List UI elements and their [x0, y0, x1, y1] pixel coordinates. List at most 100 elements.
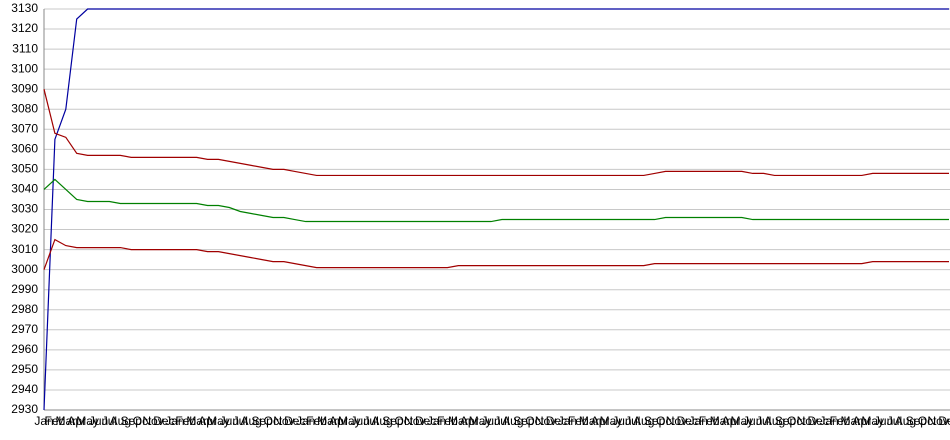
- x-tick-label: Oct: [264, 414, 283, 428]
- x-tick-label: Aug: [371, 414, 392, 428]
- x-tick-label: Sep: [251, 414, 273, 428]
- x-tick-label: Sep: [644, 414, 666, 428]
- x-tick-label: Jun: [89, 414, 108, 428]
- x-tick-label: Jan: [296, 414, 315, 428]
- y-tick-label: 3050: [11, 162, 38, 176]
- y-tick-label: 2960: [11, 342, 38, 356]
- x-tick-label: Mar: [448, 414, 469, 428]
- x-tick-label: Sep: [775, 414, 797, 428]
- x-tick-label: Nov: [535, 414, 556, 428]
- x-tick-label: Dec: [546, 414, 567, 428]
- x-tick-label: Sep: [121, 414, 143, 428]
- x-tick-label: Nov: [404, 414, 425, 428]
- x-tick-label: Dec: [677, 414, 698, 428]
- x-tick-label: Apr: [722, 414, 741, 428]
- x-tick-label: Apr: [329, 414, 348, 428]
- y-tick-label: 3110: [12, 41, 38, 55]
- x-tick-label: Jul: [494, 414, 509, 428]
- x-tick-label: Dec: [807, 414, 828, 428]
- x-tick-label: Apr: [198, 414, 217, 428]
- x-tick-label: Apr: [591, 414, 610, 428]
- x-tick-label: Feb: [437, 414, 458, 428]
- x-tick-label: Jul: [363, 414, 378, 428]
- x-tick-label: Jan: [34, 414, 53, 428]
- x-tick-label: May: [730, 414, 753, 428]
- x-tick-label: Dec: [153, 414, 174, 428]
- y-tick-label: 3060: [11, 142, 38, 156]
- y-tick-label: 3120: [11, 21, 38, 35]
- x-tick-label: May: [76, 414, 99, 428]
- y-tick-label: 2970: [11, 322, 38, 336]
- x-tick-label: Oct: [787, 414, 806, 428]
- x-tick-label: Feb: [175, 414, 196, 428]
- y-tick-label: 3100: [11, 61, 38, 75]
- x-tick-label: Nov: [142, 414, 163, 428]
- x-tick-label: Nov: [666, 414, 687, 428]
- x-tick-label: Aug: [895, 414, 916, 428]
- x-tick-label: May: [469, 414, 492, 428]
- x-tick-label: Jul: [756, 414, 771, 428]
- y-tick-label: 2950: [11, 362, 38, 376]
- x-tick-label: Mar: [841, 414, 862, 428]
- x-tick-label: Feb: [306, 414, 327, 428]
- x-tick-label: Oct: [394, 414, 413, 428]
- x-tick-label: Dec: [415, 414, 436, 428]
- x-tick-label: Aug: [764, 414, 785, 428]
- series-line: [43, 89, 949, 177]
- x-tick-label: May: [338, 414, 361, 428]
- x-tick-label: Nov: [927, 414, 948, 428]
- x-tick-label: Aug: [110, 414, 131, 428]
- x-tick-label: Aug: [502, 414, 523, 428]
- y-tick-label: 3070: [11, 121, 38, 135]
- x-tick-label: Apr: [852, 414, 871, 428]
- x-tick-label: Dec: [938, 414, 950, 428]
- x-tick-label: Sep: [382, 414, 404, 428]
- x-tick-label: Jan: [558, 414, 577, 428]
- x-tick-label: Jun: [351, 414, 370, 428]
- x-tick-label: Jan: [427, 414, 446, 428]
- x-tick-label: Feb: [699, 414, 720, 428]
- x-tick-label: Sep: [513, 414, 535, 428]
- x-tick-label: Jun: [220, 414, 239, 428]
- x-tick-label: Sep: [906, 414, 928, 428]
- x-tick-label: Mar: [579, 414, 600, 428]
- y-tick-label: 2930: [11, 402, 38, 416]
- x-tick-label: Apr: [67, 414, 86, 428]
- x-tick-label: Jul: [102, 414, 117, 428]
- y-tick-label: 3010: [11, 242, 38, 256]
- x-tick-label: Dec: [284, 414, 305, 428]
- x-tick-label: Oct: [525, 414, 544, 428]
- x-tick-label: Mar: [317, 414, 338, 428]
- x-tick-label: Jun: [612, 414, 631, 428]
- y-tick-label: 3000: [11, 262, 38, 276]
- x-tick-label: Nov: [273, 414, 294, 428]
- series-line: [43, 178, 949, 223]
- y-tick-label: 3080: [11, 101, 38, 115]
- x-tick-label: Mar: [186, 414, 207, 428]
- y-tick-label: 3130: [11, 1, 38, 15]
- x-tick-label: Nov: [797, 414, 818, 428]
- x-tick-label: Mar: [55, 414, 76, 428]
- x-tick-label: Jul: [625, 414, 640, 428]
- x-tick-label: Feb: [45, 414, 66, 428]
- x-tick-label: Feb: [830, 414, 851, 428]
- x-tick-label: Jun: [481, 414, 500, 428]
- x-tick-label: Oct: [656, 414, 675, 428]
- x-tick-label: Oct: [133, 414, 152, 428]
- x-tick-label: Jan: [689, 414, 708, 428]
- y-tick-label: 3020: [11, 222, 38, 236]
- x-tick-label: Aug: [240, 414, 261, 428]
- x-tick-label: Jul: [233, 414, 248, 428]
- x-tick-label: Aug: [633, 414, 654, 428]
- x-tick-label: Jun: [743, 414, 762, 428]
- x-tick-label: May: [600, 414, 623, 428]
- x-tick-label: Mar: [710, 414, 731, 428]
- x-tick-label: Oct: [918, 414, 937, 428]
- x-tick-label: Jan: [819, 414, 838, 428]
- y-tick-label: 2940: [11, 382, 38, 396]
- x-tick-label: Jan: [165, 414, 184, 428]
- x-tick-label: Jul: [887, 414, 902, 428]
- y-tick-label: 3040: [11, 182, 38, 196]
- y-tick-label: 2980: [11, 302, 38, 316]
